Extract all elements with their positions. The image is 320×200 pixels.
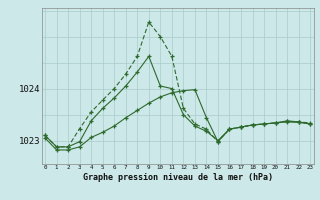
X-axis label: Graphe pression niveau de la mer (hPa): Graphe pression niveau de la mer (hPa) [83,173,273,182]
